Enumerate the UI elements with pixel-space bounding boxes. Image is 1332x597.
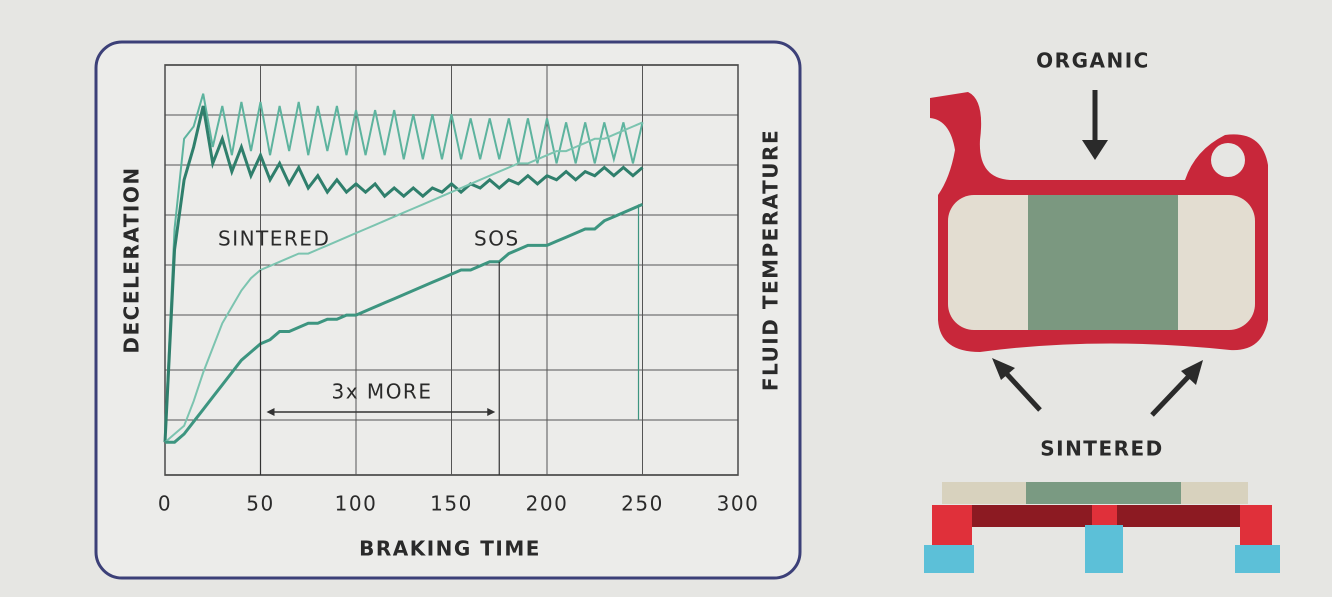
x-tick-label: 300 [717,492,760,516]
pad-label: SINTERED [1040,437,1164,461]
x-tick-label: 0 [158,492,172,516]
x-axis-label: BRAKING TIME [359,537,541,561]
annotation: SOS [474,227,520,251]
x-tick-label: 100 [335,492,378,516]
pad-label: ORGANIC [1036,49,1150,73]
annotation: 3x MORE [332,380,433,404]
brake-pad [930,92,1268,352]
x-tick-label: 150 [430,492,473,516]
y2-axis-label: FLUID TEMPERATURE [759,129,783,391]
annotation: SINTERED [218,227,330,251]
line [164,121,643,443]
x-tick-label: 50 [246,492,274,516]
x-tick-label: 250 [621,492,664,516]
arrows [992,90,1203,417]
pad-cross-section [924,482,1280,573]
y-axis-label: DECELERATION [120,166,144,353]
line [164,93,644,435]
line [165,203,644,444]
line [163,105,644,443]
x-tick-label: 200 [526,492,569,516]
